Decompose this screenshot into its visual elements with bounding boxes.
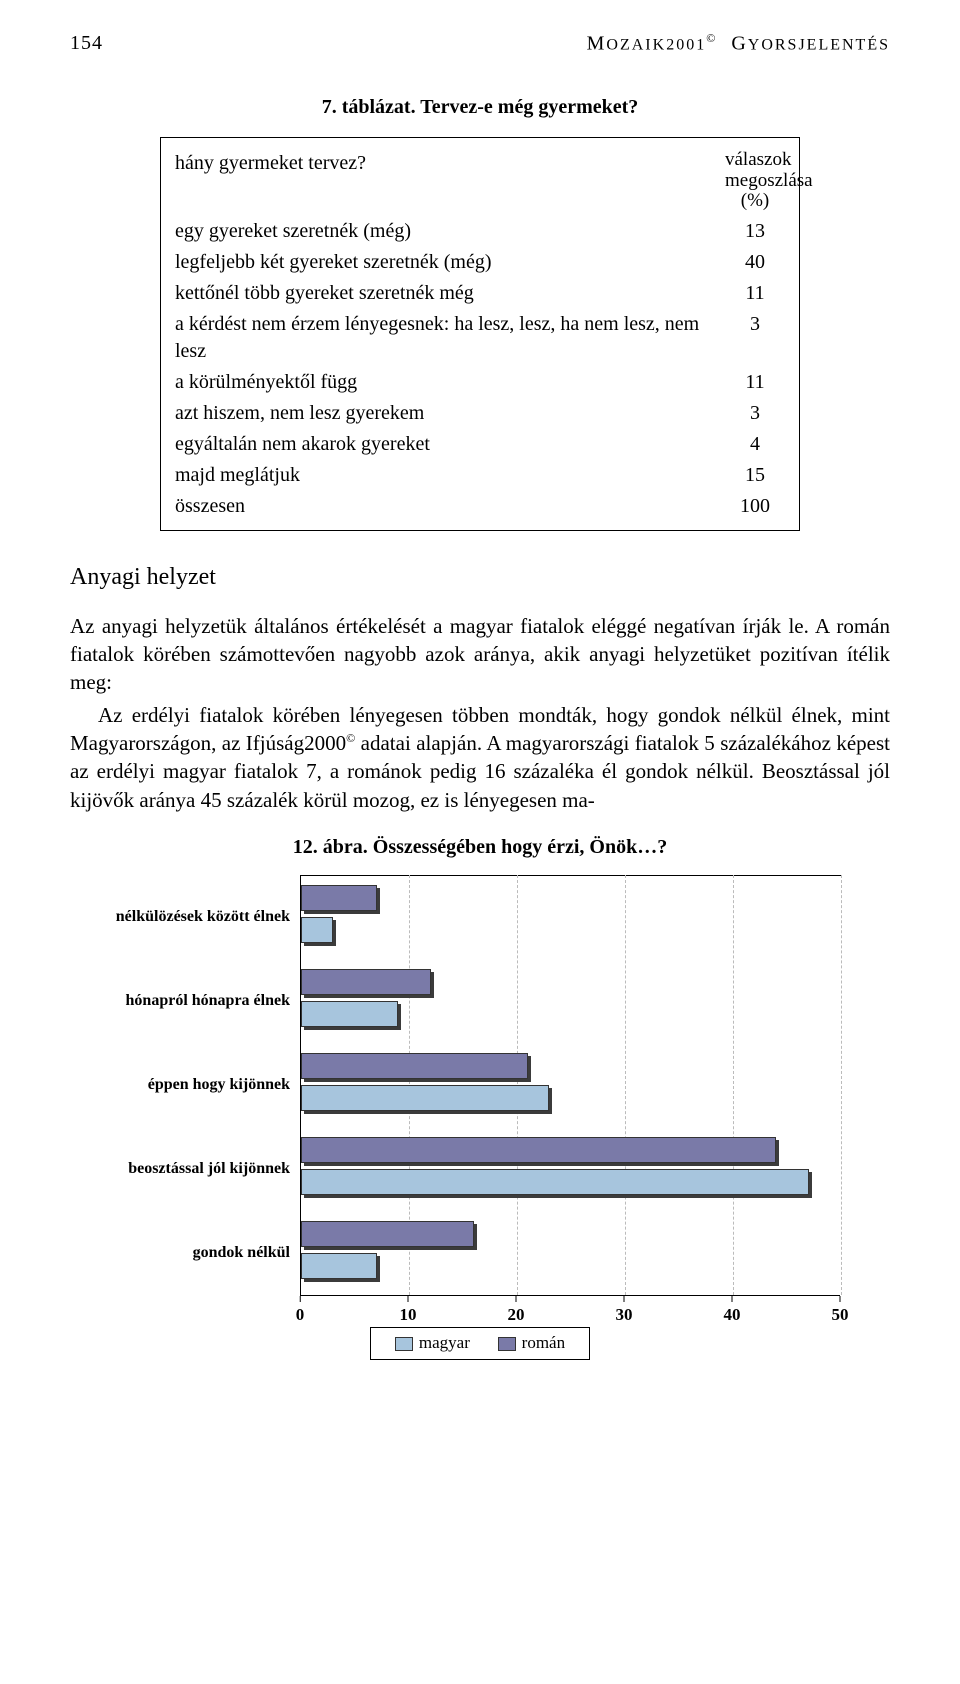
chart-bar <box>301 885 377 911</box>
table-cell-label: kettőnél több gyereket szeretnék még <box>175 280 725 307</box>
chart-bar <box>301 969 431 995</box>
page-header: 154 MOZAIK2001© GYORSJELENTÉS <box>70 30 890 58</box>
table-cell-label: majd meglátjuk <box>175 462 725 489</box>
legend-label: magyar <box>419 1333 470 1352</box>
chart-category-label: nélkülözések között élnek <box>100 875 300 959</box>
chart: nélkülözések között élnekhónapról hónapr… <box>100 875 860 1360</box>
chart-bar <box>301 1053 528 1079</box>
table-cell-label: összesen <box>175 493 725 520</box>
chart-x-tick: 50 <box>832 1296 849 1327</box>
table-row: összesen100 <box>175 493 785 520</box>
table-cell-value: 40 <box>725 249 785 276</box>
chart-plot-area <box>300 875 860 1295</box>
chart-category-label: éppen hogy kijönnek <box>100 1043 300 1127</box>
chart-bar <box>301 1253 377 1279</box>
table-cell-value: 11 <box>725 280 785 307</box>
chart-x-tick: 20 <box>508 1296 525 1327</box>
legend-item: román <box>498 1332 565 1355</box>
body-paragraph-1: Az anyagi helyzetük általános értékelésé… <box>70 612 890 697</box>
table-caption: 7. táblázat. Tervez-e még gyermeket? <box>70 94 890 121</box>
chart-gridline <box>733 875 734 1295</box>
chart-x-tick: 0 <box>296 1296 305 1327</box>
table-row: egy gyereket szeretnék (még)13 <box>175 218 785 245</box>
table-cell-label: legfeljebb két gyereket szeretnék (még) <box>175 249 725 276</box>
table-row: legfeljebb két gyereket szeretnék (még)4… <box>175 249 785 276</box>
table-cell-label: azt hiszem, nem lesz gyerekem <box>175 400 725 427</box>
table-cell-value: 3 <box>725 400 785 427</box>
chart-bar <box>301 1169 809 1195</box>
legend-item: magyar <box>395 1332 470 1355</box>
table-row: kettőnél több gyereket szeretnék még11 <box>175 280 785 307</box>
chart-legend: magyar román <box>370 1327 590 1360</box>
table-cell-value: 11 <box>725 369 785 396</box>
table-header-label: hány gyermeket tervez? <box>175 150 725 177</box>
table-row: a körülményektől függ11 <box>175 369 785 396</box>
chart-category-labels: nélkülözések között élnekhónapról hónapr… <box>100 875 300 1295</box>
table-row: azt hiszem, nem lesz gyerekem3 <box>175 400 785 427</box>
chart-bar <box>301 1221 474 1247</box>
chart-gridline <box>841 875 842 1295</box>
legend-swatch <box>395 1337 413 1351</box>
table-cell-value: 13 <box>725 218 785 245</box>
page-number: 154 <box>70 30 103 58</box>
table-cell-value: 3 <box>725 311 785 338</box>
chart-x-axis: 01020304050 <box>300 1295 840 1323</box>
chart-bar <box>301 917 333 943</box>
table-header-row: hány gyermeket tervez? válaszok megoszlá… <box>175 150 785 213</box>
chart-category-label: hónapról hónapra élnek <box>100 959 300 1043</box>
header-title: MOZAIK2001© GYORSJELENTÉS <box>587 30 890 58</box>
table-row: majd meglátjuk15 <box>175 462 785 489</box>
chart-caption: 12. ábra. Összességében hogy érzi, Önök…… <box>70 834 890 861</box>
table-row: a kérdést nem érzem lényegesnek: ha lesz… <box>175 311 785 365</box>
table-cell-label: egyáltalán nem akarok gyereket <box>175 431 725 458</box>
chart-bar <box>301 1001 398 1027</box>
chart-gridline <box>625 875 626 1295</box>
table-cell-value: 4 <box>725 431 785 458</box>
table-cell-value: 100 <box>725 493 785 520</box>
table-cell-value: 15 <box>725 462 785 489</box>
table-cell-label: a kérdést nem érzem lényegesnek: ha lesz… <box>175 311 725 365</box>
legend-swatch <box>498 1337 516 1351</box>
chart-category-label: beosztással jól kijönnek <box>100 1127 300 1211</box>
chart-x-tick: 40 <box>724 1296 741 1327</box>
chart-x-tick: 10 <box>400 1296 417 1327</box>
table-cell-label: a körülményektől függ <box>175 369 725 396</box>
table-header-value: válaszok megoszlása (%) <box>725 150 785 213</box>
table-row: egyáltalán nem akarok gyereket4 <box>175 431 785 458</box>
body-paragraph-2: Az erdélyi fiatalok körében lényegesen t… <box>70 701 890 814</box>
chart-bar <box>301 1137 776 1163</box>
chart-bar <box>301 1085 549 1111</box>
data-table: hány gyermeket tervez? válaszok megoszlá… <box>160 137 800 532</box>
table-cell-label: egy gyereket szeretnék (még) <box>175 218 725 245</box>
chart-x-tick: 30 <box>616 1296 633 1327</box>
section-heading: Anyagi helyzet <box>70 561 890 593</box>
chart-category-label: gondok nélkül <box>100 1211 300 1295</box>
legend-label: román <box>522 1333 565 1352</box>
